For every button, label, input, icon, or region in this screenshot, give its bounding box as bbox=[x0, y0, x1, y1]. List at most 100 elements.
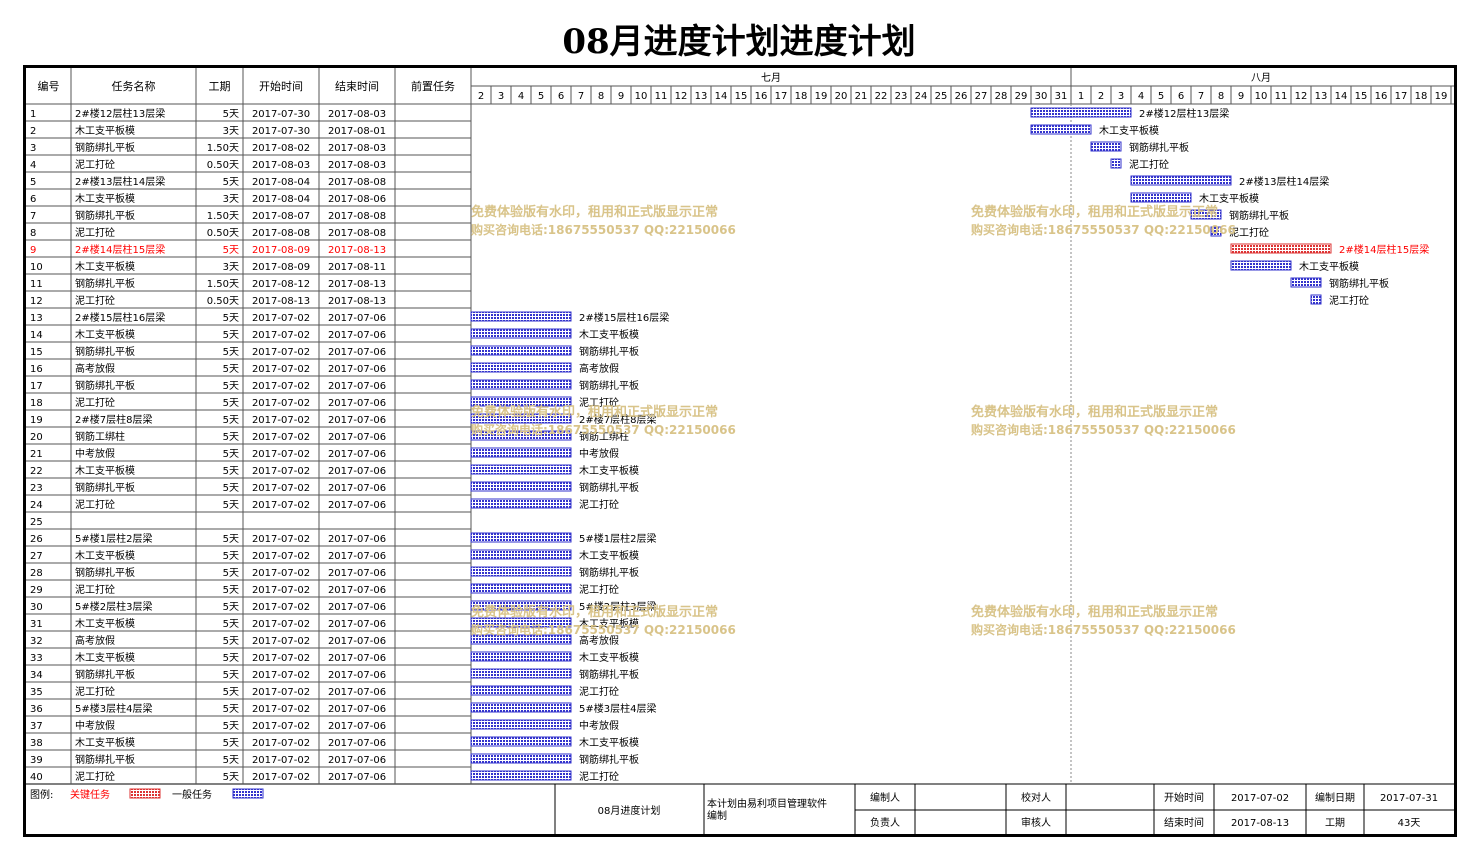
task-bar[interactable] bbox=[470, 668, 572, 679]
table-row[interactable]: 20 钢筋工绑柱 5天 2017-07-02 2017-07-06 bbox=[30, 430, 386, 443]
table-row[interactable]: 35 泥工打砼 5天 2017-07-02 2017-07-06 bbox=[30, 685, 386, 698]
watermark-phone: 购买咨询电话:18675550537 QQ:22150066 bbox=[971, 422, 1236, 437]
table-row[interactable]: 18 泥工打砼 5天 2017-07-02 2017-07-06 bbox=[30, 396, 386, 409]
table-row[interactable]: 10 木工支平板模 3天 2017-08-09 2017-08-11 bbox=[30, 260, 386, 273]
row-duration: 5天 bbox=[223, 568, 239, 579]
task-bar[interactable] bbox=[1110, 158, 1122, 169]
row-end: 2017-07-06 bbox=[328, 381, 386, 392]
row-duration: 5天 bbox=[223, 585, 239, 596]
task-bar[interactable] bbox=[470, 481, 572, 492]
critical-task-bar[interactable] bbox=[1230, 243, 1332, 254]
row-start: 2017-07-02 bbox=[252, 432, 310, 443]
task-bar[interactable] bbox=[470, 328, 572, 339]
row-id: 14 bbox=[30, 330, 43, 341]
task-bar[interactable] bbox=[1230, 260, 1292, 271]
table-row[interactable]: 15 钢筋绑扎平板 5天 2017-07-02 2017-07-06 bbox=[30, 345, 386, 358]
task-bar[interactable] bbox=[470, 634, 572, 645]
table-row[interactable]: 6 木工支平板模 3天 2017-08-04 2017-08-06 bbox=[30, 192, 386, 205]
table-row[interactable]: 5 2#楼13层柱14层梁 5天 2017-08-04 2017-08-08 bbox=[30, 175, 386, 188]
table-row[interactable]: 34 钢筋绑扎平板 5天 2017-07-02 2017-07-06 bbox=[30, 668, 386, 681]
task-bar[interactable] bbox=[470, 719, 572, 730]
table-row[interactable]: 24 泥工打砼 5天 2017-07-02 2017-07-06 bbox=[30, 498, 386, 511]
task-bar[interactable] bbox=[1030, 124, 1092, 135]
table-row[interactable]: 26 5#楼1层柱2层梁 5天 2017-07-02 2017-07-06 bbox=[30, 532, 386, 545]
task-bar[interactable] bbox=[470, 396, 572, 407]
table-row[interactable]: 23 钢筋绑扎平板 5天 2017-07-02 2017-07-06 bbox=[30, 481, 386, 494]
task-bar[interactable] bbox=[470, 413, 572, 424]
task-bar[interactable] bbox=[470, 583, 572, 594]
table-row[interactable]: 39 钢筋绑扎平板 5天 2017-07-02 2017-07-06 bbox=[30, 753, 386, 766]
row-start: 2017-07-02 bbox=[252, 551, 310, 562]
row-duration: 5天 bbox=[223, 551, 239, 562]
task-bar[interactable] bbox=[470, 736, 572, 747]
task-bar[interactable] bbox=[470, 753, 572, 764]
task-bar[interactable] bbox=[1090, 141, 1122, 152]
task-bar[interactable] bbox=[470, 600, 572, 611]
table-row[interactable]: 25 bbox=[30, 517, 43, 528]
table-row[interactable]: 21 中考放假 5天 2017-07-02 2017-07-06 bbox=[30, 447, 386, 460]
row-id: 37 bbox=[30, 721, 43, 732]
row-duration: 0.50天 bbox=[207, 160, 239, 171]
task-bar[interactable] bbox=[470, 532, 572, 543]
table-row[interactable]: 13 2#楼15层柱16层梁 5天 2017-07-02 2017-07-06 bbox=[30, 311, 386, 324]
table-row[interactable]: 7 钢筋绑扎平板 1.50天 2017-08-07 2017-08-08 bbox=[30, 209, 386, 222]
table-row[interactable]: 22 木工支平板模 5天 2017-07-02 2017-07-06 bbox=[30, 464, 386, 477]
task-bar[interactable] bbox=[1030, 107, 1132, 118]
table-row[interactable]: 8 泥工打砼 0.50天 2017-08-08 2017-08-08 bbox=[30, 226, 386, 239]
table-row[interactable]: 27 木工支平板模 5天 2017-07-02 2017-07-06 bbox=[30, 549, 386, 562]
task-bar[interactable] bbox=[470, 345, 572, 356]
table-row[interactable]: 4 泥工打砼 0.50天 2017-08-03 2017-08-03 bbox=[30, 158, 386, 171]
task-bar[interactable] bbox=[470, 447, 572, 458]
task-bar[interactable] bbox=[1130, 175, 1232, 186]
table-row[interactable]: 32 高考放假 5天 2017-07-02 2017-07-06 bbox=[30, 634, 386, 647]
task-bar[interactable] bbox=[1290, 277, 1322, 288]
task-bar[interactable] bbox=[1130, 192, 1192, 203]
table-row[interactable]: 28 钢筋绑扎平板 5天 2017-07-02 2017-07-06 bbox=[30, 566, 386, 579]
row-start: 2017-07-02 bbox=[252, 449, 310, 460]
table-row[interactable]: 11 钢筋绑扎平板 1.50天 2017-08-12 2017-08-13 bbox=[30, 277, 386, 290]
task-bar[interactable] bbox=[470, 770, 572, 781]
task-bar[interactable] bbox=[470, 498, 572, 509]
row-duration: 5天 bbox=[223, 245, 239, 256]
table-row[interactable]: 17 钢筋绑扎平板 5天 2017-07-02 2017-07-06 bbox=[30, 379, 386, 392]
task-bar[interactable] bbox=[470, 362, 572, 373]
bar-label: 高考放假 bbox=[579, 362, 619, 375]
table-row[interactable]: 3 钢筋绑扎平板 1.50天 2017-08-02 2017-08-03 bbox=[30, 141, 386, 154]
table-row[interactable]: 19 2#楼7层柱8层梁 5天 2017-07-02 2017-07-06 bbox=[30, 413, 386, 426]
task-bar[interactable] bbox=[1310, 294, 1322, 305]
task-bar[interactable] bbox=[470, 617, 572, 628]
table-row[interactable]: 14 木工支平板模 5天 2017-07-02 2017-07-06 bbox=[30, 328, 386, 341]
table-row[interactable]: 1 2#楼12层柱13层梁 5天 2017-07-30 2017-08-03 bbox=[30, 107, 386, 120]
table-row[interactable]: 38 木工支平板模 5天 2017-07-02 2017-07-06 bbox=[30, 736, 386, 749]
day-label: 9 bbox=[618, 91, 624, 102]
task-bar[interactable] bbox=[470, 430, 572, 441]
table-row[interactable]: 29 泥工打砼 5天 2017-07-02 2017-07-06 bbox=[30, 583, 386, 596]
table-row[interactable]: 33 木工支平板模 5天 2017-07-02 2017-07-06 bbox=[30, 651, 386, 664]
legend-normal-swatch bbox=[232, 788, 264, 799]
bar-label: 钢筋绑扎平板 bbox=[579, 753, 639, 766]
task-bar[interactable] bbox=[470, 566, 572, 577]
page-title: 08月进度计划进度计划 bbox=[562, 22, 916, 62]
task-bar[interactable] bbox=[470, 685, 572, 696]
table-row[interactable]: 31 木工支平板模 5天 2017-07-02 2017-07-06 bbox=[30, 617, 386, 630]
table-row[interactable]: 9 2#楼14层柱15层梁 5天 2017-08-09 2017-08-13 bbox=[30, 243, 386, 256]
table-row[interactable]: 30 5#楼2层柱3层梁 5天 2017-07-02 2017-07-06 bbox=[30, 600, 386, 613]
task-bar[interactable] bbox=[470, 549, 572, 560]
row-id: 35 bbox=[30, 687, 43, 698]
task-bar[interactable] bbox=[470, 379, 572, 390]
task-bar[interactable] bbox=[470, 311, 572, 322]
legend-normal-label: 一般任务 bbox=[172, 788, 212, 801]
table-row[interactable]: 16 高考放假 5天 2017-07-02 2017-07-06 bbox=[30, 362, 386, 375]
table-row[interactable]: 12 泥工打砼 0.50天 2017-08-13 2017-08-13 bbox=[30, 294, 386, 307]
task-bar[interactable] bbox=[470, 651, 572, 662]
row-start: 2017-08-13 bbox=[252, 296, 310, 307]
table-row[interactable]: 36 5#楼3层柱4层梁 5天 2017-07-02 2017-07-06 bbox=[30, 702, 386, 715]
task-bar[interactable] bbox=[470, 464, 572, 475]
task-bar[interactable] bbox=[470, 702, 572, 713]
table-row[interactable]: 40 泥工打砼 5天 2017-07-02 2017-07-06 bbox=[30, 770, 386, 783]
table-row[interactable]: 37 中考放假 5天 2017-07-02 2017-07-06 bbox=[30, 719, 386, 732]
day-label: 7 bbox=[1198, 91, 1204, 102]
task-bar[interactable] bbox=[1210, 226, 1222, 237]
table-row[interactable]: 2 木工支平板模 3天 2017-07-30 2017-08-01 bbox=[30, 124, 386, 137]
task-bar[interactable] bbox=[1190, 209, 1222, 220]
